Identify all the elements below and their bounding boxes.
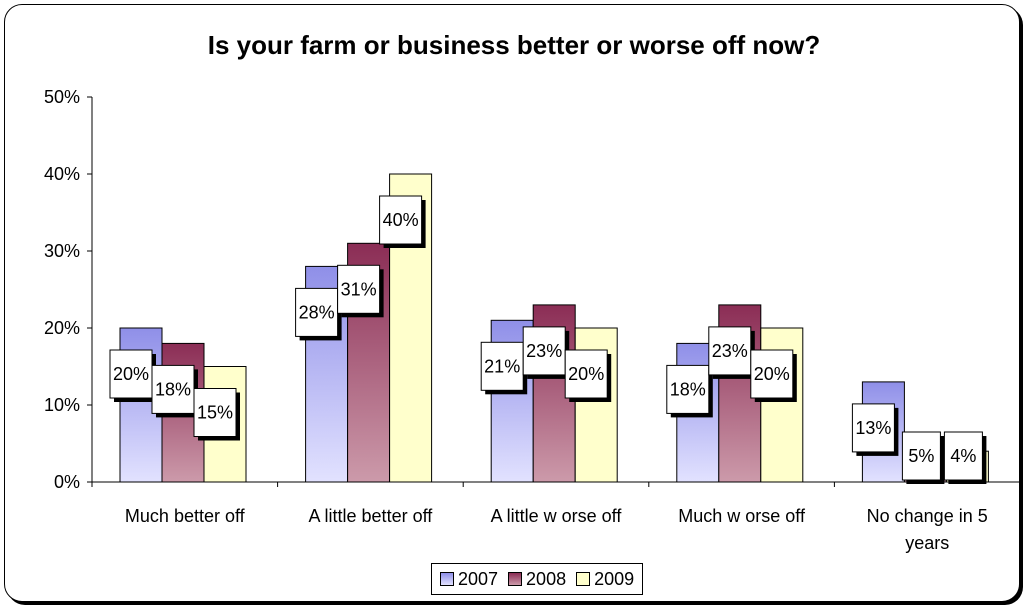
- legend: 2007 2008 2009: [431, 563, 644, 595]
- x-tick-label: A little better off: [309, 506, 434, 526]
- x-tick-label: No change in 5: [867, 506, 988, 526]
- data-label-box: [151, 364, 195, 414]
- data-label: 5%: [908, 446, 934, 466]
- chart-title: Is your farm or business better or worse…: [207, 30, 821, 60]
- data-label: 4%: [950, 446, 976, 466]
- legend-swatch-2009: [576, 572, 591, 586]
- data-label-box: [564, 349, 608, 399]
- data-label: 15%: [197, 403, 233, 423]
- legend-label-2008: 2008: [526, 568, 567, 589]
- legend-label-2007: 2007: [458, 568, 499, 589]
- legend-swatch-2008: [508, 572, 523, 586]
- legend-swatch-2007: [440, 572, 454, 586]
- data-label-box: [337, 264, 381, 314]
- data-label: 18%: [670, 379, 706, 399]
- y-tick-label: 30%: [44, 241, 80, 261]
- y-tick-label: 20%: [44, 318, 80, 338]
- data-label-box: [193, 388, 237, 437]
- data-label-box: [666, 364, 710, 414]
- x-tick-label: Much better off: [125, 506, 246, 526]
- data-label: 13%: [855, 418, 891, 438]
- data-label-box: [750, 349, 794, 399]
- y-tick-label: 0%: [54, 472, 80, 492]
- y-tick-label: 10%: [44, 395, 80, 415]
- x-tick-label: years: [905, 533, 949, 553]
- data-label: 31%: [341, 279, 377, 299]
- data-label: 21%: [484, 356, 520, 376]
- data-label: 28%: [299, 302, 335, 322]
- data-label: 20%: [754, 364, 790, 384]
- y-tick-label: 40%: [44, 164, 80, 184]
- data-label: 20%: [568, 364, 604, 384]
- data-label-box: [379, 195, 423, 245]
- axes: 0% 10% 20% 30% 40% 50% Much better off A little…: [44, 87, 1021, 553]
- data-label-box: [943, 431, 983, 481]
- data-label-box: [901, 431, 941, 481]
- legend-item-2009: 2009: [576, 569, 634, 590]
- legend-label-2009: 2009: [594, 568, 635, 589]
- legend-item-2007: 2007: [440, 569, 498, 590]
- data-label: 23%: [712, 341, 748, 361]
- data-label: 20%: [113, 364, 149, 384]
- chart-frame: [4, 4, 1020, 602]
- y-tick-label: 50%: [44, 87, 80, 107]
- data-label: 23%: [526, 341, 562, 361]
- data-label-box: [109, 349, 153, 399]
- data-label-box: [851, 403, 895, 453]
- data-labels: 20% 28% 21% 18% 13% 18% 31% 23% 23% 5% 15% 40% 20% 20…: [109, 195, 987, 484]
- data-label-box: [522, 326, 566, 376]
- x-tick-label: Much w orse off: [678, 506, 806, 526]
- data-label-box: [295, 287, 339, 337]
- data-label: 18%: [155, 379, 191, 399]
- data-label-box: [480, 341, 524, 391]
- x-tick-label: A little w orse off: [491, 506, 623, 526]
- data-label-box: [708, 326, 752, 376]
- data-label: 40%: [383, 210, 419, 230]
- legend-item-2008: 2008: [508, 569, 566, 590]
